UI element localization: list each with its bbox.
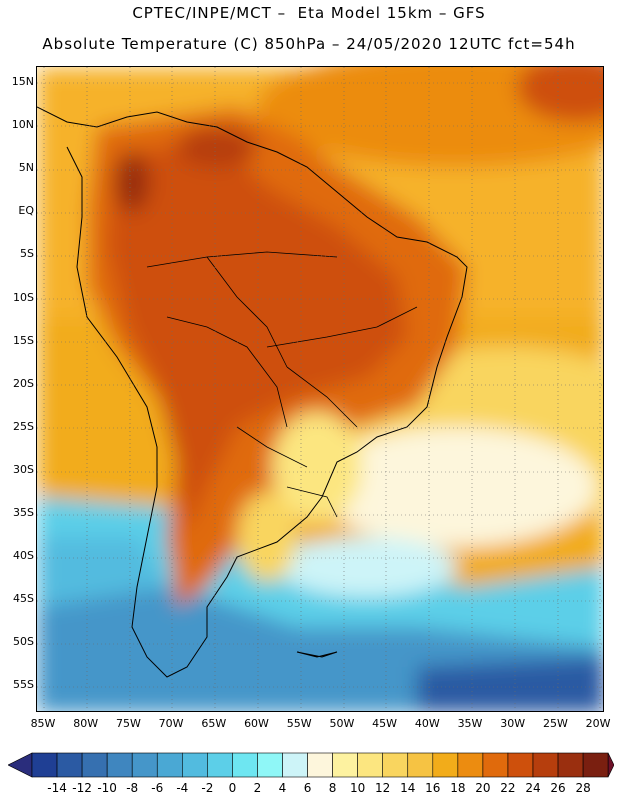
legend-low-arrow bbox=[8, 752, 33, 778]
lat-label: 5S bbox=[20, 247, 34, 261]
coastline bbox=[37, 106, 468, 678]
legend-label: 28 bbox=[575, 781, 591, 795]
legend-swatch bbox=[106, 752, 133, 778]
legend-label: 10 bbox=[350, 781, 366, 795]
lon-label: 55W bbox=[286, 717, 312, 730]
temperature-map bbox=[36, 66, 604, 712]
lon-label: 65W bbox=[201, 717, 227, 730]
legend-label: 18 bbox=[450, 781, 466, 795]
lon-label: 45W bbox=[372, 717, 398, 730]
lat-label: 35S bbox=[13, 506, 34, 519]
lon-label: 30W bbox=[500, 717, 526, 730]
legend-swatch bbox=[582, 752, 609, 778]
legend-label: -4 bbox=[176, 781, 189, 795]
lat-label: 40S bbox=[13, 549, 34, 563]
lat-label: 20S bbox=[13, 376, 34, 390]
lon-label: 75W bbox=[115, 717, 141, 730]
lat-label: 5N bbox=[18, 161, 34, 175]
lon-label: 80W bbox=[73, 717, 99, 730]
map-canvas bbox=[37, 67, 603, 711]
legend-swatch bbox=[31, 752, 58, 778]
lat-label: 55S bbox=[13, 678, 34, 692]
legend-swatch bbox=[357, 752, 383, 778]
legend-swatch bbox=[56, 752, 83, 778]
legend-swatch bbox=[232, 752, 258, 778]
legend-swatch bbox=[532, 752, 559, 778]
legend-swatch bbox=[457, 752, 484, 778]
legend-swatch bbox=[307, 752, 333, 778]
legend-swatch bbox=[257, 752, 283, 778]
lon-label: 20W bbox=[585, 717, 611, 730]
legend-label: 8 bbox=[328, 781, 337, 795]
title-line-1: CPTEC/INPE/MCT – Eta Model 15km – GFS bbox=[132, 4, 486, 22]
legend-label: 2 bbox=[253, 781, 262, 795]
color-legend bbox=[8, 752, 614, 778]
legend-label: -14 bbox=[47, 781, 67, 795]
legend-label: 12 bbox=[375, 781, 391, 795]
legend-label: 26 bbox=[550, 781, 566, 795]
lat-label: 25S bbox=[13, 419, 34, 433]
legend-swatch bbox=[207, 752, 233, 778]
lon-label: 50W bbox=[329, 717, 355, 730]
lat-label: 15S bbox=[13, 333, 34, 347]
lat-label: 50S bbox=[13, 635, 34, 649]
legend-label: 20 bbox=[475, 781, 491, 795]
legend-swatch bbox=[382, 752, 409, 778]
lon-label: 40W bbox=[414, 717, 440, 730]
legend-label: -10 bbox=[97, 781, 117, 795]
legend-label: 24 bbox=[525, 781, 541, 795]
country-borders bbox=[146, 251, 418, 518]
graticule bbox=[37, 67, 603, 711]
lat-label: 10S bbox=[13, 290, 34, 304]
lat-label: EQ bbox=[18, 204, 34, 218]
legend-swatch bbox=[282, 752, 308, 778]
legend-swatch bbox=[182, 752, 208, 778]
legend-label: 14 bbox=[400, 781, 416, 795]
legend-swatch bbox=[507, 752, 534, 778]
lat-label: 15N bbox=[11, 75, 34, 88]
legend-label: -8 bbox=[126, 781, 139, 795]
legend-label: 16 bbox=[425, 781, 441, 795]
legend-label: 22 bbox=[500, 781, 516, 795]
legend-swatch bbox=[332, 752, 358, 778]
legend-swatch bbox=[482, 752, 509, 778]
lon-label: 60W bbox=[244, 717, 269, 730]
legend-swatch bbox=[156, 752, 183, 778]
legend-label: -12 bbox=[72, 781, 92, 795]
lat-label: 45S bbox=[13, 592, 34, 606]
lon-label: 25W bbox=[542, 717, 568, 730]
legend-label: 6 bbox=[303, 781, 312, 795]
title-line-2: Absolute Temperature (C) 850hPa – 24/05/… bbox=[42, 35, 576, 53]
legend-swatch bbox=[81, 752, 108, 778]
legend-swatch bbox=[407, 752, 434, 778]
lon-label: 85W bbox=[30, 717, 56, 730]
legend-swatch bbox=[432, 752, 459, 778]
legend-swatch bbox=[131, 752, 158, 778]
lon-label: 70W bbox=[158, 717, 184, 730]
legend-label: -2 bbox=[201, 781, 214, 795]
temperature-field bbox=[37, 67, 603, 711]
legend-swatch bbox=[557, 752, 584, 778]
lon-label: 35W bbox=[457, 717, 483, 730]
legend-label: 4 bbox=[278, 781, 287, 795]
legend-high-arrow bbox=[607, 752, 614, 778]
legend-label: -6 bbox=[151, 781, 164, 795]
lat-label: 10N bbox=[11, 118, 34, 132]
lat-label: 30S bbox=[13, 462, 34, 476]
legend-label: 0 bbox=[228, 781, 237, 795]
